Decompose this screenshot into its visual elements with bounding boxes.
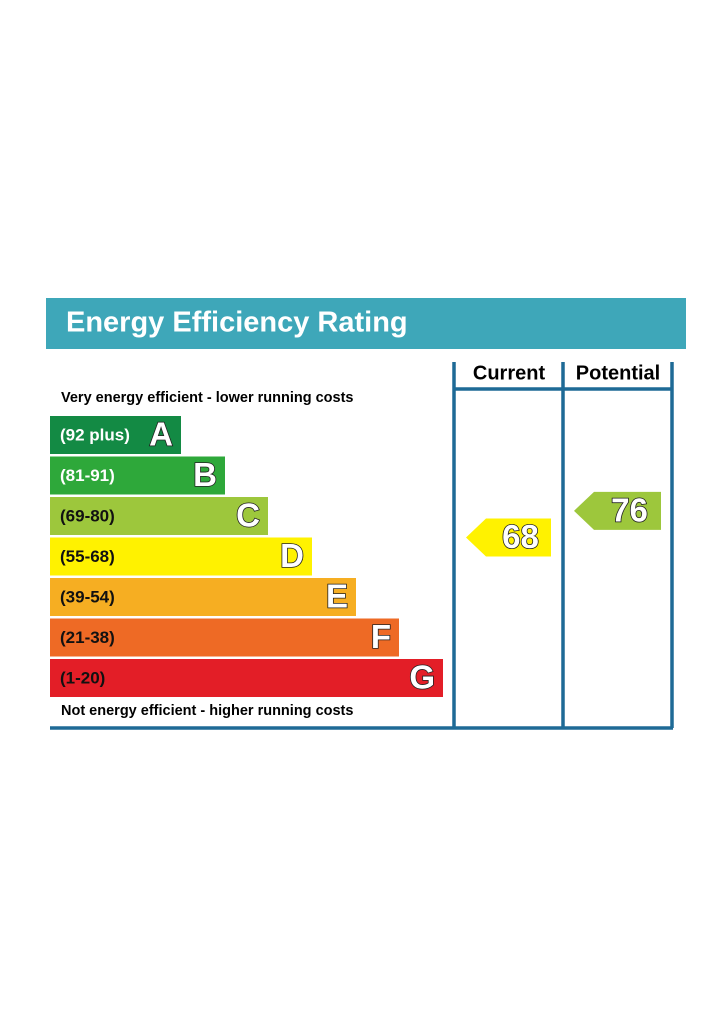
band-range: (21-38) [60, 628, 115, 647]
band-letter: C [236, 497, 260, 534]
title-bar [46, 298, 686, 349]
band-range: (81-91) [60, 466, 115, 485]
bottom-note: Not energy efficient - higher running co… [61, 703, 353, 719]
band [50, 456, 225, 495]
band-letter: A [149, 416, 173, 453]
band-letter: D [280, 537, 304, 574]
band-range: (92 plus) [60, 425, 130, 444]
band [50, 497, 268, 535]
band-range: (39-54) [60, 587, 115, 606]
top-note: Very energy efficient - lower running co… [61, 390, 354, 406]
band-letter: B [193, 456, 217, 493]
rating-value: 76 [611, 492, 648, 529]
rating-value: 68 [502, 518, 539, 555]
band [50, 659, 443, 697]
band [50, 416, 181, 454]
chart-title: Energy Efficiency Rating [66, 307, 408, 339]
band [50, 578, 356, 616]
column-header: Current [473, 362, 546, 384]
band [50, 618, 399, 657]
band-letter: F [371, 618, 391, 655]
band-letter: G [409, 659, 435, 696]
column-header: Potential [576, 362, 660, 384]
band-letter: E [326, 578, 348, 615]
rating-arrow [574, 491, 661, 530]
band-range: (1-20) [60, 668, 105, 687]
band [50, 537, 312, 576]
band-range: (55-68) [60, 547, 115, 566]
rating-arrow [466, 518, 551, 557]
band-range: (69-80) [60, 506, 115, 525]
